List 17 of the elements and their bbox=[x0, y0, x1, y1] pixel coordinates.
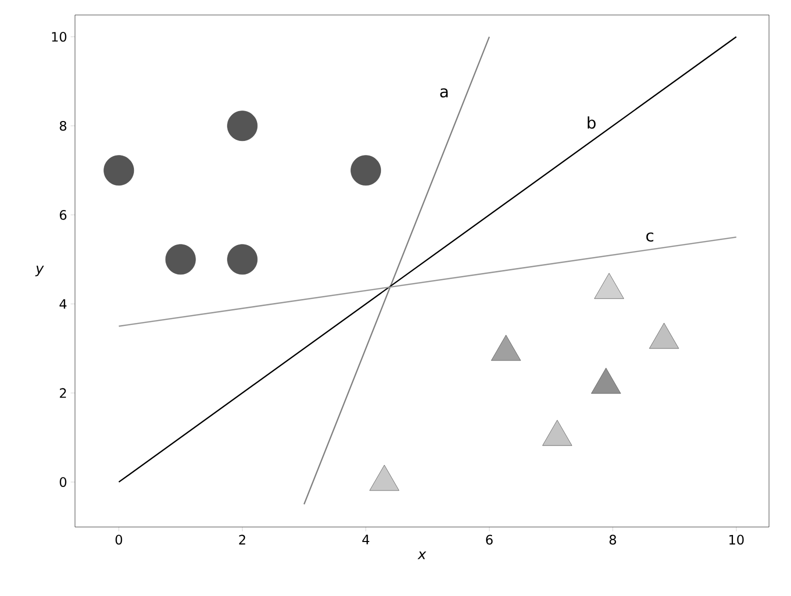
y-tick-label: 8 bbox=[60, 120, 66, 131]
series-label: c bbox=[646, 232, 654, 242]
y-tick-label: 6 bbox=[60, 210, 66, 220]
x-axis-title: x bbox=[418, 552, 426, 560]
x-tick-label: 10 bbox=[729, 534, 744, 545]
x-tick-label: 4 bbox=[362, 534, 370, 544]
series-label: b bbox=[588, 116, 596, 129]
y-tick-label: 0 bbox=[60, 477, 66, 487]
x-tick-label: 8 bbox=[610, 534, 616, 545]
y-tick-label: 2 bbox=[60, 388, 66, 398]
x-tick-label: 0 bbox=[116, 534, 122, 545]
y-tick-label: 4 bbox=[60, 299, 66, 309]
series-label: a bbox=[440, 88, 448, 98]
x-tick-label: 2 bbox=[239, 534, 246, 544]
y-axis-title: y bbox=[35, 266, 44, 276]
x-tick-label: 6 bbox=[486, 534, 493, 545]
y-tick-label: 10 bbox=[52, 32, 66, 42]
